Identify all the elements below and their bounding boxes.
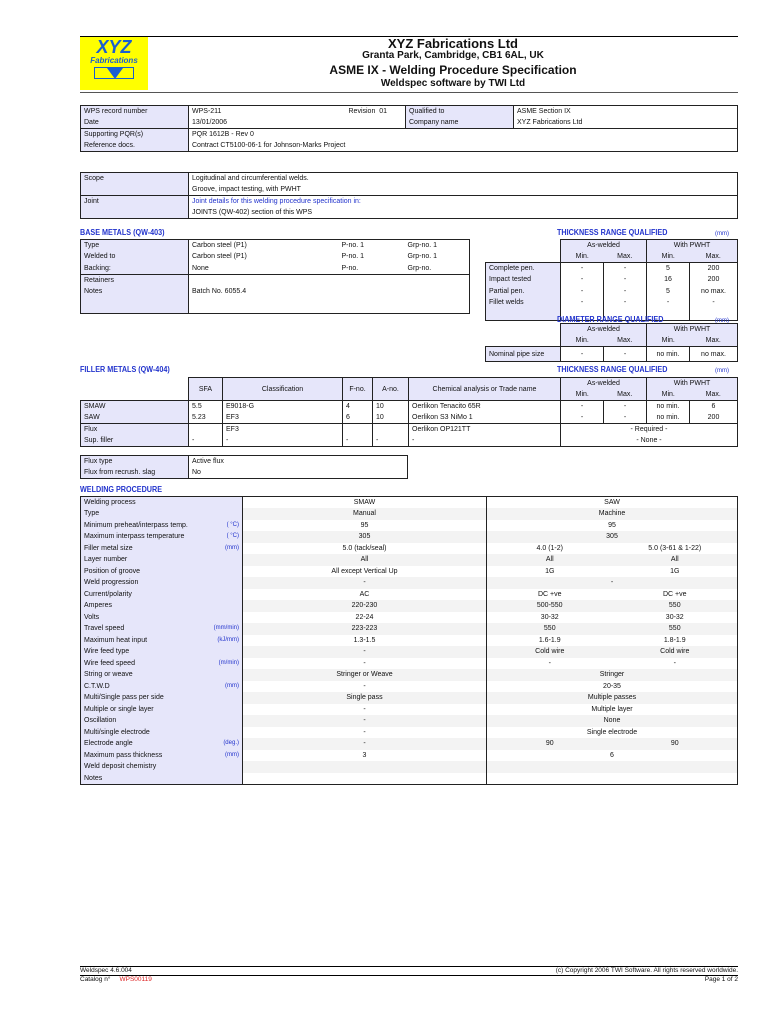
procedure-row: Wire feed type - Cold wire Cold wire [80,646,738,658]
procedure-row: Maximum heat input (kJ/mm) 1.3-1.5 1.6-1.9 1… [80,634,738,646]
welding-procedure-title: WELDING PROCEDURE [80,485,163,494]
procedure-row: Travel speed (mm/min) 223-223 550 550 [80,623,738,635]
filler-row: SAW 5.23 EF3 6 10 Oerlikon S3 NiMo 1- - no min.… [80,412,738,424]
thickness-row: Impact tested - -16 200 [485,274,738,286]
company-logo: XYZ Fabrications [80,37,148,90]
procedure-row: Amperes 220-230 500-550 550 [80,600,738,612]
footer-version: Weldspec 4.6.004 [80,967,132,974]
procedure-row: Welding process SMAW SAW [80,496,738,508]
header-rule [80,92,738,93]
procedure-row: Type Manual Machine [80,508,738,520]
footer-rule [80,966,738,967]
footer-copyright: (c) Copyright 2006 TWI Software. All rig… [555,967,738,974]
thickness-row: Partial pen. - -5 no max. [485,285,738,297]
filler-row: SMAW 5.5 E9018-G 4 10 Oerlikon Tenacito 65R - -… [80,400,738,412]
procedure-row: Filler metal size (mm) 5.0 (tack/seal) 4.0 … [80,542,738,554]
company-address: Granta Park, Cambridge, CB1 6AL, UK [362,50,544,61]
procedure-row: Current/polarity AC DC +ve DC +ve [80,588,738,600]
thickness-title: THICKNESS RANGE QUALIFIED [557,228,668,237]
base-metal-row: Type Carbon steel (P1) P-no. 1 Grp-no. 1 [80,239,470,251]
procedure-row: Layer number All All All [80,554,738,566]
filler-metals-table: SFA Classification F-no. A-no. Chemical anal… [80,377,738,447]
diameter-title: DIAMETER RANGE QUALIFIED [557,315,664,324]
welding-procedure-table: Welding process SMAW SAW Type Manual Machine M… [80,496,738,785]
company-name: XYZ Fabrications Ltd [387,36,518,51]
base-metal-row: Welded to Carbon steel (P1) P-no. 1 Grp-no.… [80,251,470,263]
page-number: Page 1 of 2 [704,976,738,983]
procedure-row: Multi/single electrode - Single electrode [80,726,738,738]
software-credit: Weldspec software by TWI Ltd [380,78,526,89]
filler-metals-title: FILLER METALS (QW-404) [80,365,170,374]
procedure-row: Volts 22-24 30-32 30-32 [80,611,738,623]
thickness-row: Fillet welds - - - - [485,297,738,309]
base-metals-title: BASE METALS (QW-403) [80,228,165,237]
base-metal-row: Backing: None P-no. Grp-no. [80,262,470,274]
thickness-table: As-welded With PWHT Min. Max. Min. Max. Comp… [485,239,738,321]
procedure-row: Weld progression - - [80,577,738,589]
diameter-table: As-welded With PWHT Min. Max. Min. Max. Nomi… [485,323,738,362]
thickness-row: Complete pen. - -5 200 [485,262,738,274]
flux-table: Flux type Active flux Flux from recrush. … [80,455,408,479]
procedure-row: Multiple or single layer - Multiple layer [80,703,738,715]
scope-table: Scope Logitudinal and circumferential wel… [80,172,738,219]
record-table: WPS record number WPS-211 Revision 01 Quali… [80,105,738,152]
base-metals-table: Type Carbon steel (P1) P-no. 1 Grp-no. 1 Wel… [80,239,470,314]
top-rule [80,36,738,37]
doc-title: ASME IX - Welding Procedure Specificatio… [329,63,577,77]
procedure-row: Maximum pass thickness (mm) 3 6 [80,749,738,761]
procedure-row: Maximum interpass temperature( °C) 305 305 [80,531,738,543]
procedure-row: Wire feed speed (m/min) - - - [80,657,738,669]
procedure-row: Weld deposit chemistry [80,761,738,773]
procedure-row: Notes [80,772,738,784]
procedure-row: Electrode angle (deg.) -90 90 [80,738,738,750]
procedure-row: Multi/Single pass per side Single pass Mul… [80,692,738,704]
procedure-row: Position of groove All except Vertical Up… [80,565,738,577]
procedure-row: String or weave Stringer or Weave Stringer [80,669,738,681]
catalog-number: Catalog n° WPS00119 [80,976,152,983]
procedure-row: Oscillation - None [80,715,738,727]
procedure-row: C.T.W.D (mm) -20-35 [80,680,738,692]
procedure-row: Minimum preheat/interpass temp.( °C) 95 95 [80,519,738,531]
